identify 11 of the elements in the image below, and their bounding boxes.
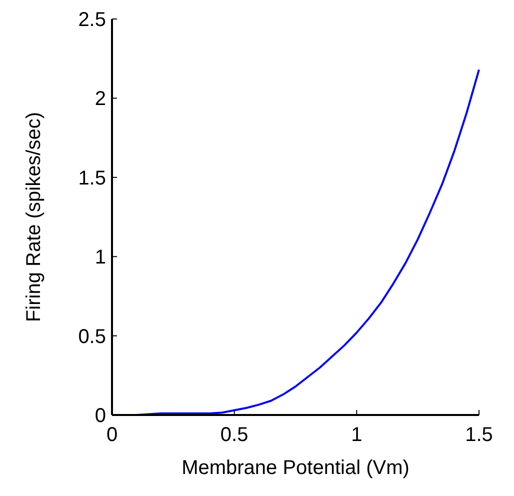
y-tick-label: 2 bbox=[94, 88, 106, 110]
y-tick-label: 1.5 bbox=[78, 167, 106, 190]
y-tick-label: 2.5 bbox=[78, 9, 106, 31]
x-tick-label: 0.5 bbox=[220, 424, 248, 446]
x-tick-label: 1 bbox=[351, 424, 362, 446]
x-tick-label: 1.5 bbox=[465, 424, 493, 446]
y-tick-label: 0 bbox=[94, 405, 106, 427]
y-tick-label: 0.5 bbox=[78, 326, 106, 348]
x-axis-title: Membrane Potential (Vm) bbox=[182, 457, 410, 479]
y-axis-title: Firing Rate (spikes/sec) bbox=[23, 112, 45, 322]
y-tick-label: 1 bbox=[94, 246, 106, 269]
